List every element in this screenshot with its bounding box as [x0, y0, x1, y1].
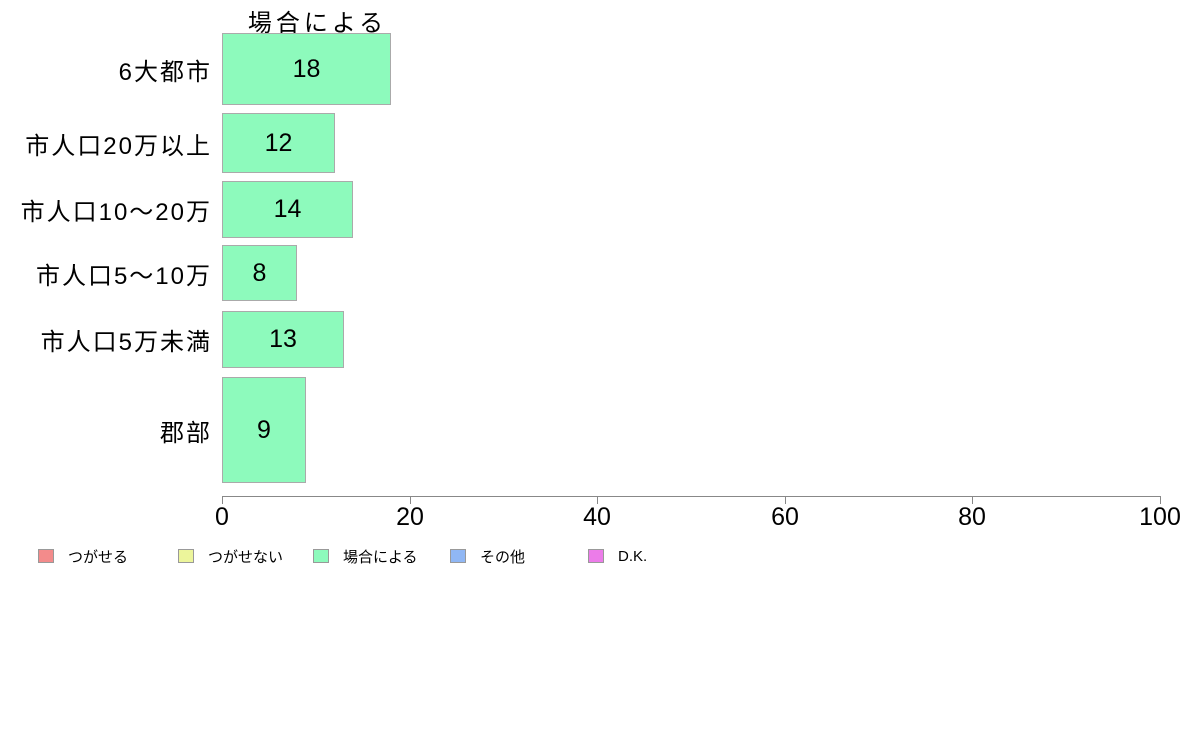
- square-swatch-icon: [178, 549, 194, 563]
- legend-item: その他: [450, 546, 525, 566]
- square-swatch-icon: [588, 549, 604, 563]
- legend-label: D.K.: [618, 547, 648, 565]
- square-swatch-icon: [38, 549, 54, 563]
- x-axis-tick-label: 100: [1139, 503, 1181, 531]
- legend-item: つがせる: [38, 546, 128, 566]
- chart-title: 場合による: [247, 10, 388, 37]
- bar: 8: [222, 245, 297, 301]
- square-swatch-icon: [313, 549, 329, 563]
- x-axis-tick-label: 60: [771, 503, 799, 531]
- x-axis-tick: [597, 496, 598, 504]
- category-label: 市人口5万未満: [40, 329, 212, 356]
- bar: 13: [222, 311, 344, 368]
- legend-label: 場合による: [343, 548, 418, 566]
- x-axis-tick: [410, 496, 411, 504]
- legend-item: つがせない: [178, 546, 283, 566]
- category-label: 郡部: [160, 419, 212, 447]
- category-label: 市人口10〜20万: [20, 199, 212, 226]
- legend-item: D.K.: [588, 546, 647, 566]
- square-swatch-icon: [450, 549, 466, 563]
- x-axis-tick: [222, 496, 223, 504]
- bar-value-label: 13: [269, 325, 297, 353]
- x-axis-tick: [1160, 496, 1161, 504]
- legend-label: つがせない: [208, 548, 284, 566]
- bar-value-label: 18: [292, 54, 321, 83]
- category-label: 市人口20万以上: [25, 132, 212, 160]
- bar: 18: [222, 33, 391, 105]
- bar-value-label: 12: [264, 128, 293, 157]
- bar-value-label: 14: [273, 195, 302, 223]
- bar: 9: [222, 377, 306, 483]
- x-axis-line: [222, 496, 1161, 497]
- x-axis-tick-label: 20: [396, 503, 424, 531]
- category-label: 6大都市: [118, 58, 212, 86]
- legend-item: 場合による: [313, 546, 418, 566]
- bar-value-label: 9: [257, 415, 271, 444]
- legend-label: その他: [480, 548, 526, 566]
- x-axis-tick-label: 80: [958, 503, 986, 531]
- bar-value-label: 8: [252, 258, 267, 287]
- legend-label: つがせる: [68, 548, 129, 566]
- bar: 12: [222, 113, 335, 173]
- category-label: 市人口5〜10万: [35, 262, 212, 290]
- x-axis-tick-label: 0: [215, 503, 229, 531]
- x-axis-tick: [785, 496, 786, 504]
- x-axis-tick-label: 40: [583, 503, 611, 531]
- x-axis-tick: [972, 496, 973, 504]
- bar: 14: [222, 181, 353, 238]
